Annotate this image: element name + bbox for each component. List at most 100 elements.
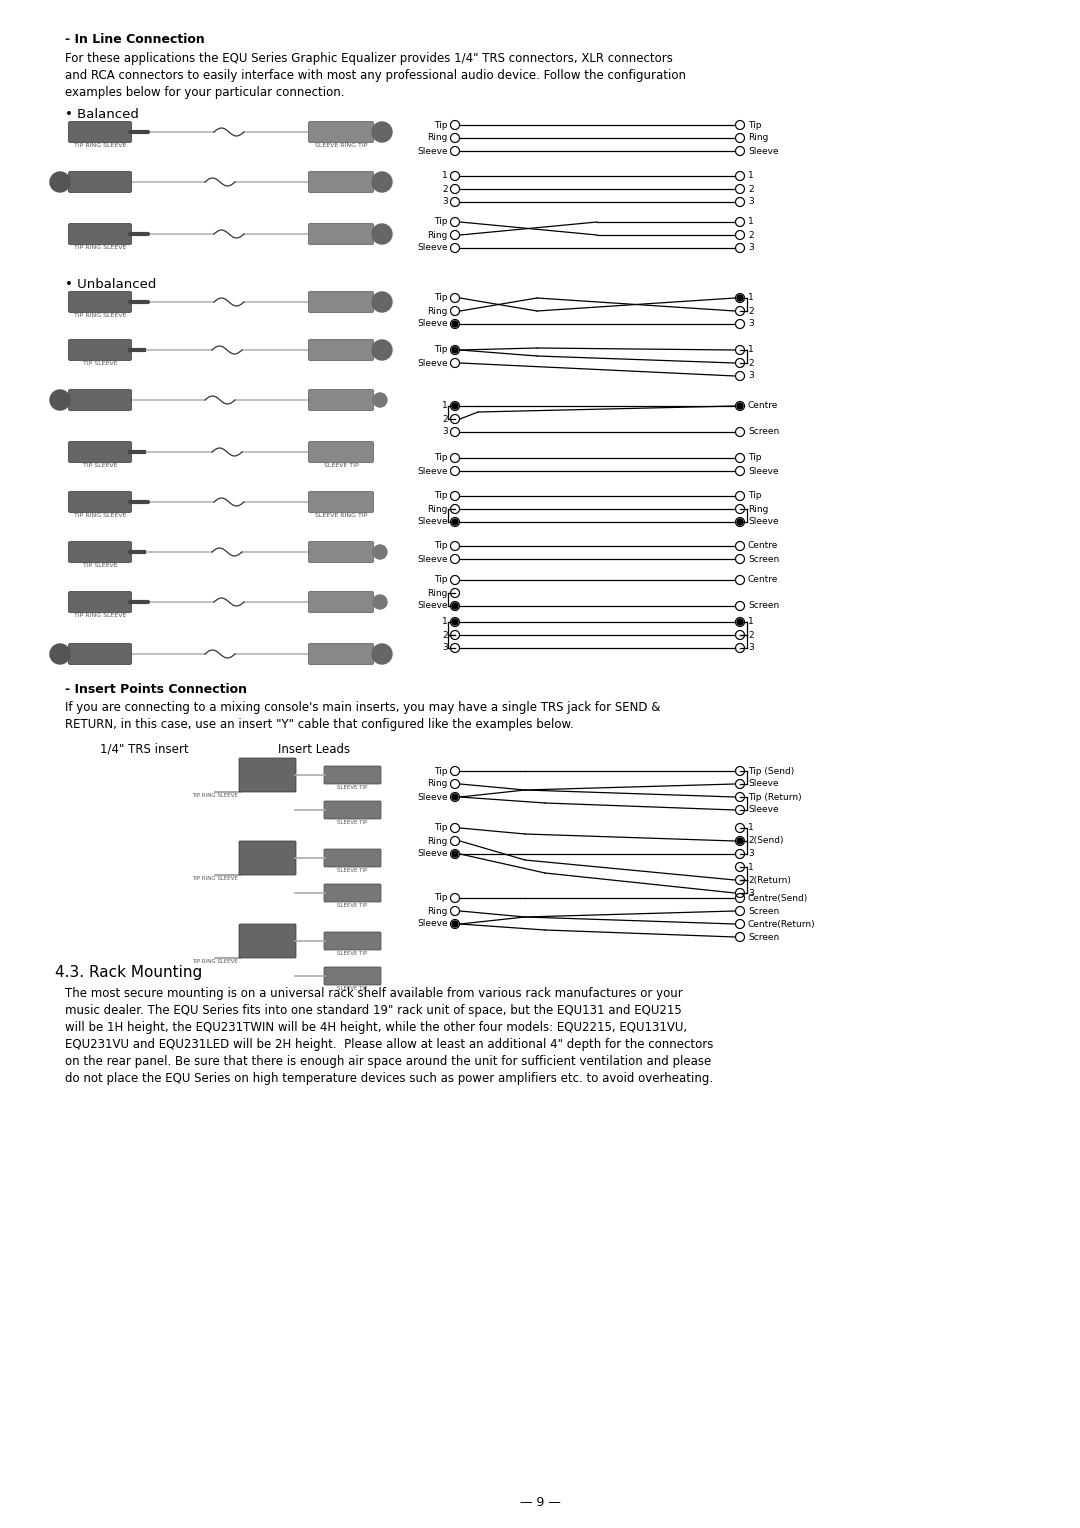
Text: Sleeve: Sleeve <box>748 466 779 475</box>
Text: examples below for your particular connection.: examples below for your particular conne… <box>65 86 345 99</box>
Text: Tip: Tip <box>434 217 448 226</box>
Text: TIP SLEEVE: TIP SLEEVE <box>83 361 118 367</box>
FancyBboxPatch shape <box>68 223 132 244</box>
FancyBboxPatch shape <box>309 591 374 613</box>
Text: 2: 2 <box>748 359 754 368</box>
Text: If you are connecting to a mixing console's main inserts, you may have a single : If you are connecting to a mixing consol… <box>65 701 660 714</box>
Text: Ring: Ring <box>428 836 448 845</box>
Text: 3: 3 <box>748 371 754 380</box>
Text: 1: 1 <box>748 862 754 871</box>
Text: TIP RING SLEEVE: TIP RING SLEEVE <box>73 244 126 251</box>
Text: Sleeve: Sleeve <box>748 805 779 814</box>
FancyBboxPatch shape <box>239 840 296 876</box>
Circle shape <box>737 520 743 526</box>
Text: Screen: Screen <box>748 906 780 915</box>
Text: 3: 3 <box>748 643 754 652</box>
Text: and RCA connectors to easily interface with most any professional audio device. : and RCA connectors to easily interface w… <box>65 69 686 83</box>
Text: 2: 2 <box>748 307 754 315</box>
Text: Tip: Tip <box>434 293 448 303</box>
Text: • Unbalanced: • Unbalanced <box>65 278 157 290</box>
Text: Centre: Centre <box>748 541 779 550</box>
Text: Centre(Send): Centre(Send) <box>748 894 808 903</box>
Text: 3: 3 <box>748 197 754 206</box>
Text: Tip: Tip <box>434 121 448 130</box>
Circle shape <box>453 347 458 353</box>
Circle shape <box>372 173 392 193</box>
Text: For these applications the EQU Series Graphic Equalizer provides 1/4" TRS connec: For these applications the EQU Series Gr… <box>65 52 673 66</box>
Text: will be 1H height, the EQU231TWIN will be 4H height, while the other four models: will be 1H height, the EQU231TWIN will b… <box>65 1021 687 1034</box>
FancyBboxPatch shape <box>324 932 381 950</box>
Text: 1: 1 <box>442 402 448 411</box>
Text: Tip: Tip <box>434 767 448 776</box>
Text: Centre: Centre <box>748 402 779 411</box>
Text: TIP RING SLEEVE: TIP RING SLEEVE <box>73 144 126 148</box>
Text: Tip: Tip <box>748 121 761 130</box>
Text: Ring: Ring <box>428 231 448 240</box>
Text: TIP RING SLEEVE: TIP RING SLEEVE <box>73 613 126 617</box>
Text: Sleeve: Sleeve <box>748 779 779 788</box>
Text: Sleeve: Sleeve <box>417 359 448 368</box>
Text: Tip: Tip <box>748 492 761 501</box>
Circle shape <box>50 643 70 665</box>
Text: 3: 3 <box>442 197 448 206</box>
Circle shape <box>453 403 458 410</box>
FancyBboxPatch shape <box>68 390 132 411</box>
FancyBboxPatch shape <box>309 643 374 665</box>
Text: 3: 3 <box>748 243 754 252</box>
Text: Ring: Ring <box>428 779 448 788</box>
Text: 1: 1 <box>748 617 754 626</box>
Text: Centre: Centre <box>748 576 779 585</box>
FancyBboxPatch shape <box>68 643 132 665</box>
Text: 2: 2 <box>748 231 754 240</box>
Text: 1/4" TRS insert: 1/4" TRS insert <box>100 743 189 756</box>
Circle shape <box>737 619 743 625</box>
FancyBboxPatch shape <box>309 292 374 313</box>
Text: Tip (Send): Tip (Send) <box>748 767 794 776</box>
FancyBboxPatch shape <box>68 492 132 512</box>
Text: 1: 1 <box>442 171 448 180</box>
Text: on the rear panel. Be sure that there is enough air space around the unit for su: on the rear panel. Be sure that there is… <box>65 1054 712 1068</box>
Circle shape <box>373 545 387 559</box>
Text: Tip: Tip <box>434 576 448 585</box>
Text: Tip: Tip <box>434 824 448 833</box>
Text: Screen: Screen <box>748 602 780 611</box>
Text: SLEEVE TIP: SLEEVE TIP <box>337 903 367 908</box>
Text: SLEEVE TIP: SLEEVE TIP <box>337 821 367 825</box>
Circle shape <box>453 520 458 526</box>
Text: Ring: Ring <box>428 906 448 915</box>
Text: TIP SLEEVE: TIP SLEEVE <box>83 463 118 468</box>
Text: Sleeve: Sleeve <box>417 466 448 475</box>
Text: Ring: Ring <box>748 504 768 513</box>
Text: 2: 2 <box>443 414 448 423</box>
Text: Sleeve: Sleeve <box>417 518 448 527</box>
FancyBboxPatch shape <box>309 442 374 463</box>
Text: Sleeve: Sleeve <box>417 850 448 859</box>
Text: Sleeve: Sleeve <box>417 602 448 611</box>
Text: Tip (Return): Tip (Return) <box>748 793 801 802</box>
Text: Sleeve: Sleeve <box>417 555 448 564</box>
Circle shape <box>372 341 392 361</box>
Text: Screen: Screen <box>748 428 780 437</box>
Text: 3: 3 <box>748 850 754 859</box>
Text: • Balanced: • Balanced <box>65 108 139 121</box>
Circle shape <box>737 837 743 843</box>
Circle shape <box>373 594 387 610</box>
Circle shape <box>453 321 458 327</box>
Text: 1: 1 <box>442 617 448 626</box>
Circle shape <box>372 643 392 665</box>
Circle shape <box>373 393 387 406</box>
Circle shape <box>50 173 70 193</box>
Circle shape <box>372 292 392 312</box>
FancyBboxPatch shape <box>324 801 381 819</box>
Circle shape <box>372 225 392 244</box>
Text: Sleeve: Sleeve <box>417 147 448 156</box>
Text: — 9 —: — 9 — <box>519 1496 561 1508</box>
Text: Sleeve: Sleeve <box>748 518 779 527</box>
Text: Tip: Tip <box>434 345 448 354</box>
FancyBboxPatch shape <box>309 339 374 361</box>
Text: Ring: Ring <box>748 133 768 142</box>
Circle shape <box>453 795 458 801</box>
Text: Ring: Ring <box>428 133 448 142</box>
Text: EQU231VU and EQU231LED will be 2H height.  Please allow at least an additional 4: EQU231VU and EQU231LED will be 2H height… <box>65 1038 714 1051</box>
Text: Sleeve: Sleeve <box>417 793 448 802</box>
